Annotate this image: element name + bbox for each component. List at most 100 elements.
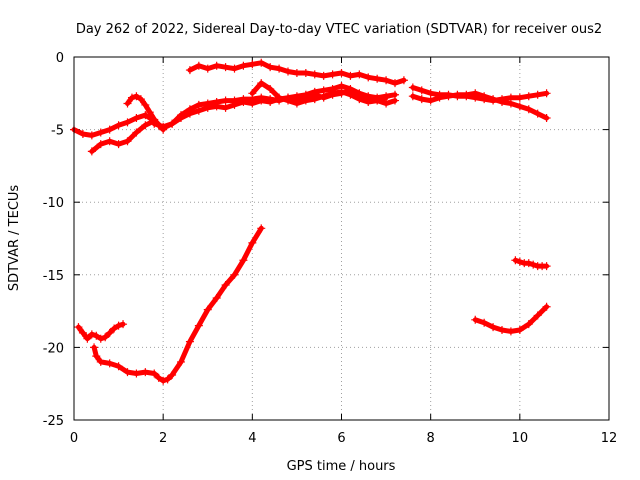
data-point-marker bbox=[105, 137, 114, 146]
data-point-marker bbox=[203, 103, 212, 112]
data-point-marker bbox=[373, 96, 382, 105]
data-point-marker bbox=[78, 328, 87, 337]
data-point-marker bbox=[391, 96, 399, 105]
data-point-marker bbox=[168, 370, 177, 379]
grid-lines bbox=[74, 57, 609, 420]
data-point-marker bbox=[292, 68, 301, 77]
data-point-marker bbox=[257, 96, 266, 105]
data-point-marker bbox=[257, 224, 266, 233]
data-point-marker bbox=[364, 73, 373, 82]
data-point-marker bbox=[212, 102, 221, 111]
data-point-marker bbox=[391, 79, 399, 88]
data-point-marker bbox=[185, 109, 194, 118]
y-axis-label: SDTVAR / TECUs bbox=[7, 185, 22, 292]
data-point-marker bbox=[382, 93, 391, 102]
data-point-marker bbox=[408, 92, 417, 101]
data-point-marker bbox=[239, 61, 248, 70]
data-point-marker bbox=[498, 98, 506, 107]
data-point-marker bbox=[373, 74, 382, 83]
data-point-marker bbox=[471, 89, 480, 98]
data-point-marker bbox=[382, 76, 391, 85]
x-tick-label: 6 bbox=[337, 431, 345, 446]
data-point-marker bbox=[132, 128, 141, 137]
data-point-marker bbox=[248, 238, 257, 247]
data-point-marker bbox=[524, 320, 533, 329]
data-point-marker bbox=[177, 113, 185, 122]
data-point-marker bbox=[221, 280, 230, 289]
data-point-marker bbox=[150, 369, 159, 378]
data-point-marker bbox=[515, 93, 524, 102]
data-point-marker bbox=[542, 113, 551, 122]
x-tick-label: 10 bbox=[512, 431, 529, 446]
data-point-marker bbox=[319, 92, 328, 101]
data-point-marker bbox=[399, 76, 408, 85]
data-point-marker bbox=[114, 362, 123, 371]
data-point-marker bbox=[230, 64, 239, 73]
data-point-marker bbox=[105, 359, 114, 368]
data-point-marker bbox=[141, 100, 150, 109]
y-tick-label: -5 bbox=[51, 124, 64, 139]
data-point-marker bbox=[96, 128, 105, 137]
data-point-marker bbox=[123, 99, 132, 108]
data-point-marker bbox=[426, 89, 435, 98]
data-point-marker bbox=[506, 99, 515, 108]
series-arc-12 bbox=[471, 302, 551, 336]
series-arc-8 bbox=[408, 89, 551, 122]
data-point-marker bbox=[123, 118, 132, 127]
data-point-marker bbox=[444, 92, 453, 101]
data-point-marker bbox=[524, 92, 533, 101]
data-point-marker bbox=[159, 376, 168, 385]
data-point-marker bbox=[310, 70, 319, 79]
data-point-marker bbox=[114, 121, 123, 130]
data-point-marker bbox=[515, 257, 524, 266]
data-point-marker bbox=[515, 325, 524, 334]
data-point-marker bbox=[221, 63, 230, 72]
data-point-marker bbox=[529, 260, 538, 269]
data-point-marker bbox=[346, 90, 355, 99]
data-point-marker bbox=[328, 70, 337, 79]
data-point-marker bbox=[96, 140, 105, 149]
data-point-marker bbox=[257, 79, 266, 88]
data-point-marker bbox=[319, 71, 328, 80]
data-point-marker bbox=[489, 323, 498, 332]
data-point-marker bbox=[257, 58, 266, 67]
data-point-marker bbox=[92, 352, 101, 361]
data-point-marker bbox=[462, 90, 471, 99]
data-point-marker bbox=[489, 95, 498, 104]
data-point-marker bbox=[212, 294, 221, 303]
data-point-marker bbox=[132, 369, 141, 378]
x-tick-label: 8 bbox=[427, 431, 435, 446]
data-point-marker bbox=[159, 122, 168, 131]
data-point-marker bbox=[408, 83, 417, 92]
data-point-marker bbox=[542, 302, 551, 311]
data-point-marker bbox=[203, 64, 212, 73]
series-arc-9 bbox=[74, 320, 128, 343]
plot-frame bbox=[73, 56, 610, 421]
x-tick-label: 4 bbox=[248, 431, 256, 446]
series-line bbox=[410, 85, 550, 104]
data-point-marker bbox=[119, 320, 128, 329]
data-point-marker bbox=[92, 331, 101, 340]
data-point-marker bbox=[212, 61, 221, 70]
x-tick-label: 12 bbox=[601, 431, 618, 446]
data-point-marker bbox=[533, 109, 542, 118]
data-point-marker bbox=[533, 90, 542, 99]
y-tick-label: -25 bbox=[43, 414, 64, 429]
series-line bbox=[410, 90, 550, 121]
data-point-marker bbox=[301, 96, 310, 105]
data-point-marker bbox=[301, 68, 310, 77]
data-point-marker bbox=[114, 140, 123, 149]
data-point-marker bbox=[74, 323, 83, 332]
data-point-marker bbox=[284, 67, 292, 76]
data-point-marker bbox=[542, 89, 551, 98]
data-point-marker bbox=[435, 93, 444, 102]
y-tick-label: -15 bbox=[43, 269, 64, 284]
data-point-marker bbox=[221, 103, 230, 112]
data-point-marker bbox=[471, 315, 480, 324]
data-point-marker bbox=[346, 71, 355, 80]
data-point-marker bbox=[266, 98, 275, 107]
x-axis-label: GPS time / hours bbox=[287, 459, 396, 474]
data-point-marker bbox=[90, 343, 99, 352]
data-point-marker bbox=[506, 327, 515, 336]
data-point-marker bbox=[417, 95, 426, 104]
